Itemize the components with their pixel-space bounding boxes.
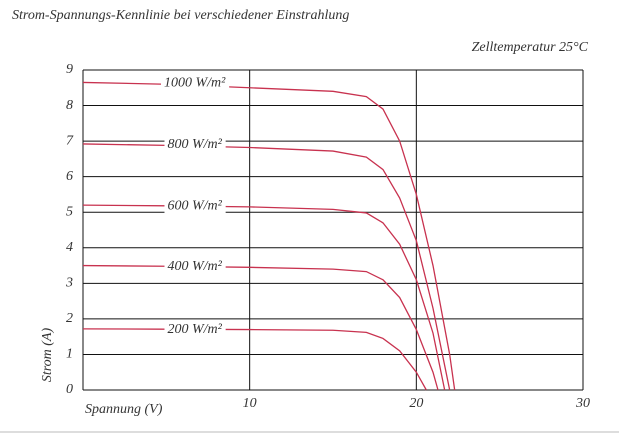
y-tick-label: 3 [65, 276, 73, 291]
y-tick-label: 7 [66, 133, 74, 148]
x-tick-label: 30 [575, 396, 590, 411]
y-tick-label: 8 [66, 98, 73, 113]
series-label-bg [160, 75, 230, 91]
series-label-bg [164, 137, 226, 153]
series-label: 200 W/m² [167, 322, 222, 337]
series-label: 600 W/m² [167, 198, 222, 213]
series-label-bg [164, 258, 226, 274]
series-line [82, 204, 446, 391]
series-line [82, 328, 427, 391]
series-label: 400 W/m² [167, 259, 222, 274]
x-axis-label: Spannung (V) [85, 402, 163, 417]
y-axis-label: Strom (A) [40, 328, 55, 383]
y-tick-label: 4 [66, 240, 73, 255]
y-tick-label: 1 [66, 347, 73, 362]
y-tick-label: 9 [66, 62, 73, 77]
series-line [82, 81, 456, 391]
series-label-bg [164, 198, 226, 214]
series-label: 800 W/m² [167, 137, 222, 152]
y-tick-label: 6 [66, 169, 73, 184]
series-label: 1000 W/m² [164, 76, 226, 91]
chart-subtitle: Zelltemperatur 25°C [472, 40, 589, 55]
y-tick-label: 0 [66, 382, 73, 397]
series-line [82, 143, 451, 391]
chart-title: Strom-Spannungs-Kennlinie bei verschiede… [12, 8, 349, 23]
series-line [82, 264, 439, 391]
y-tick-label: 5 [66, 204, 73, 219]
series-label-bg [164, 322, 226, 338]
x-tick-label: 20 [409, 396, 423, 411]
x-tick-label: 10 [243, 396, 257, 411]
y-tick-label: 2 [66, 311, 73, 326]
